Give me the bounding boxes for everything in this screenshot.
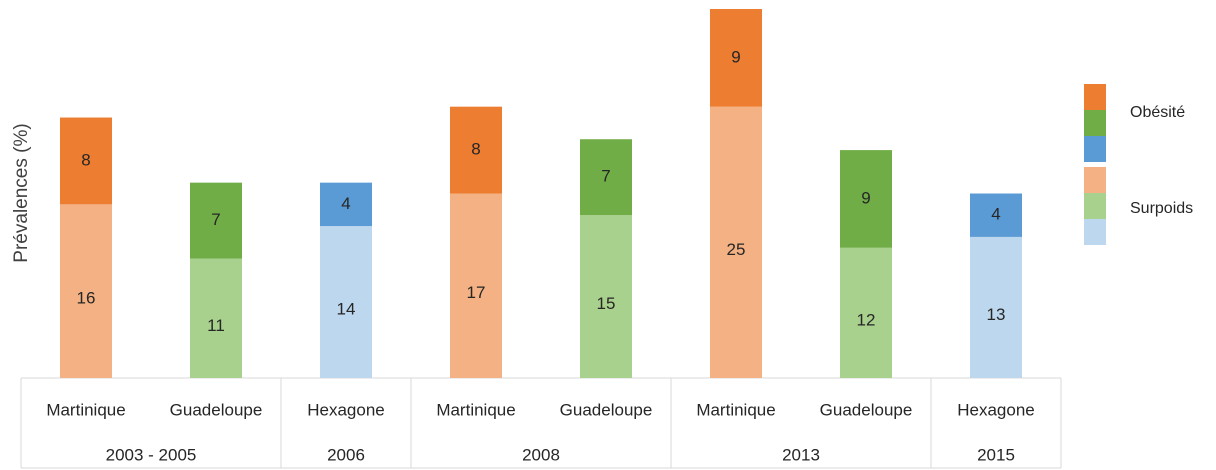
bar-segment: [840, 150, 892, 248]
data-label: 15: [597, 294, 616, 313]
data-label: 12: [857, 310, 876, 329]
data-label: 9: [731, 47, 740, 66]
x-tick-label: Hexagone: [957, 400, 1035, 419]
data-label: 11: [207, 316, 225, 335]
bar-segment: [580, 139, 632, 216]
x-tick-label: Martinique: [436, 400, 515, 419]
bar-segment: [580, 215, 632, 378]
x-tick-label: Martinique: [696, 400, 775, 419]
group-label: 2003 - 2005: [106, 445, 197, 464]
legend-swatch: [1084, 167, 1106, 193]
bar-segment: [970, 236, 1022, 378]
legend-label: Obésité: [1130, 104, 1185, 121]
x-tick-label: Guadeloupe: [560, 400, 653, 419]
data-label: 4: [341, 194, 350, 213]
data-label: 14: [337, 300, 356, 319]
bar-segment: [320, 226, 372, 378]
data-label: 25: [727, 240, 746, 259]
data-label: 7: [601, 167, 610, 186]
x-tick-label: Martinique: [46, 400, 125, 419]
bar-segment: [970, 193, 1022, 237]
y-axis-label: Prévalences (%): [11, 123, 32, 262]
group-label: 2015: [977, 445, 1015, 464]
bar-segment: [320, 182, 372, 227]
group-label: 2006: [327, 445, 365, 464]
x-tick-label: Guadeloupe: [170, 400, 263, 419]
bar-segment: [710, 106, 762, 379]
x-tick-label: Hexagone: [307, 400, 385, 419]
bar-segment: [60, 117, 112, 205]
legend-swatch: [1084, 219, 1106, 245]
data-label: 4: [991, 205, 1000, 224]
legend-swatch: [1084, 193, 1106, 219]
bar-segment: [710, 9, 762, 107]
bar-segment: [840, 247, 892, 378]
legend-swatch: [1084, 136, 1106, 162]
data-label: 8: [81, 150, 90, 169]
data-label: 16: [77, 289, 96, 308]
bar-segment: [190, 182, 242, 259]
data-label: 8: [471, 140, 480, 159]
legend-swatch: [1084, 110, 1106, 136]
legend-label: Surpoids: [1130, 200, 1193, 217]
x-tick-label: Guadeloupe: [820, 400, 913, 419]
legend-swatch: [1084, 84, 1106, 110]
bar-segment: [450, 193, 502, 378]
bar-segment: [190, 258, 242, 378]
data-label: 13: [987, 305, 1006, 324]
data-label: 17: [467, 283, 486, 302]
bar-segment: [60, 204, 112, 378]
bar-segment: [450, 106, 502, 194]
group-label: 2008: [522, 445, 560, 464]
data-label: 9: [861, 188, 870, 207]
group-label: 2013: [782, 445, 820, 464]
data-label: 7: [211, 210, 220, 229]
